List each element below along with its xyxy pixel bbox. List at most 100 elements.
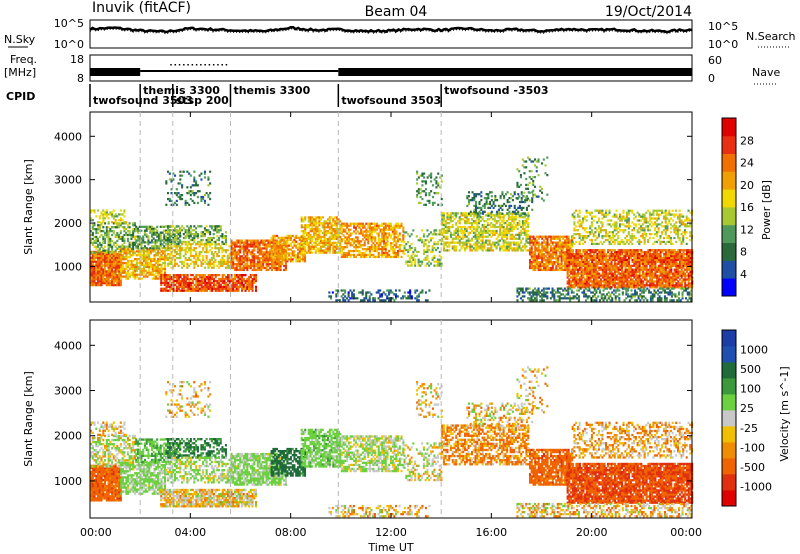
- power-cell: [521, 220, 524, 223]
- power-cell: [462, 231, 465, 234]
- power-cell: [525, 233, 528, 236]
- power-cell: [323, 228, 326, 231]
- power-cell: [172, 225, 175, 228]
- power-cell: [537, 268, 540, 272]
- power-cell: [433, 254, 436, 257]
- power-cell: [148, 267, 151, 270]
- power-cell: [193, 229, 196, 232]
- power-cell: [488, 249, 491, 252]
- power-cell: [91, 243, 94, 246]
- power-cell: [223, 287, 226, 290]
- power-cell: [295, 240, 298, 243]
- power-cell: [433, 264, 436, 267]
- power-cell: [244, 289, 247, 292]
- power-cell: [195, 247, 198, 250]
- power-cell: [495, 241, 498, 244]
- power-cell: [442, 218, 445, 221]
- power-cell: [493, 216, 496, 219]
- power-cell: [558, 239, 561, 242]
- power-cell: [109, 258, 112, 261]
- power-cell: [476, 241, 479, 244]
- power-cell: [490, 249, 493, 252]
- power-cell: [300, 251, 303, 254]
- power-cell: [189, 262, 192, 265]
- power-cell: [393, 224, 396, 227]
- power-cell: [527, 235, 530, 238]
- power-cell: [100, 245, 103, 248]
- power-cell: [446, 249, 449, 252]
- power-cell: [578, 249, 581, 252]
- power-cell: [592, 280, 595, 283]
- power-cell: [577, 256, 580, 260]
- power-cell: [591, 256, 594, 260]
- power-cell: [269, 251, 272, 254]
- power-cell: [490, 245, 493, 248]
- power-cell: [267, 257, 270, 260]
- power-cell: [402, 230, 405, 233]
- power-cell: [328, 222, 331, 225]
- power-cell: [426, 246, 429, 250]
- power-cell: [137, 254, 140, 257]
- power-cell: [412, 252, 415, 256]
- power-cell: [451, 212, 454, 215]
- power-cell: [501, 204, 504, 208]
- power-cell: [381, 234, 384, 237]
- power-cell: [567, 243, 570, 246]
- power-cell: [471, 197, 474, 200]
- power-cell: [132, 265, 135, 269]
- power-cell: [279, 268, 282, 272]
- power-cell: [358, 244, 361, 247]
- power-cell: [132, 230, 135, 233]
- power-cell: [584, 264, 587, 267]
- power-cell: [90, 233, 93, 237]
- power-cell: [151, 273, 154, 276]
- power-cell: [381, 253, 384, 257]
- power-cell: [469, 243, 472, 246]
- power-cell: [190, 274, 193, 277]
- power-cell: [143, 225, 146, 228]
- power-cell: [142, 247, 145, 250]
- power-cell: [587, 256, 590, 260]
- power-cell: [325, 241, 328, 244]
- power-cell: [93, 268, 96, 271]
- power-cell: [334, 224, 337, 227]
- power-cell: [262, 264, 265, 268]
- power-cell: [587, 272, 590, 275]
- power-cell: [118, 213, 121, 216]
- power-cell: [270, 256, 273, 259]
- power-cell: [481, 223, 484, 227]
- power-cell: [298, 248, 301, 251]
- power-cell: [111, 247, 114, 250]
- power-cell: [580, 276, 583, 279]
- power-cell: [402, 234, 405, 237]
- power-cell: [132, 275, 135, 278]
- power-cell: [105, 260, 108, 263]
- power-cell: [191, 233, 194, 236]
- power-cell: [460, 245, 463, 248]
- power-cell: [167, 245, 170, 248]
- nave-dot: [178, 64, 181, 66]
- power-cell: [346, 232, 349, 235]
- power-cell: [416, 195, 419, 199]
- power-cell: [368, 253, 371, 257]
- power-cell: [130, 254, 133, 257]
- power-cell: [128, 222, 131, 225]
- power-cell: [328, 243, 331, 246]
- power-cell: [128, 230, 131, 233]
- power-cell: [436, 260, 439, 263]
- power-cell: [314, 237, 317, 241]
- power-cell: [483, 229, 486, 233]
- power-cell: [193, 235, 196, 238]
- power-cell: [587, 278, 590, 281]
- power-cell: [95, 282, 98, 285]
- power-cell: [174, 254, 177, 258]
- power-cell: [383, 246, 386, 249]
- power-cell: [116, 270, 119, 273]
- power-cell: [327, 230, 330, 233]
- power-cell: [525, 220, 528, 223]
- power-cell: [339, 235, 342, 239]
- power-cell: [116, 226, 119, 229]
- power-cell: [277, 246, 280, 249]
- power-cell: [212, 281, 215, 285]
- power-cell: [102, 278, 105, 281]
